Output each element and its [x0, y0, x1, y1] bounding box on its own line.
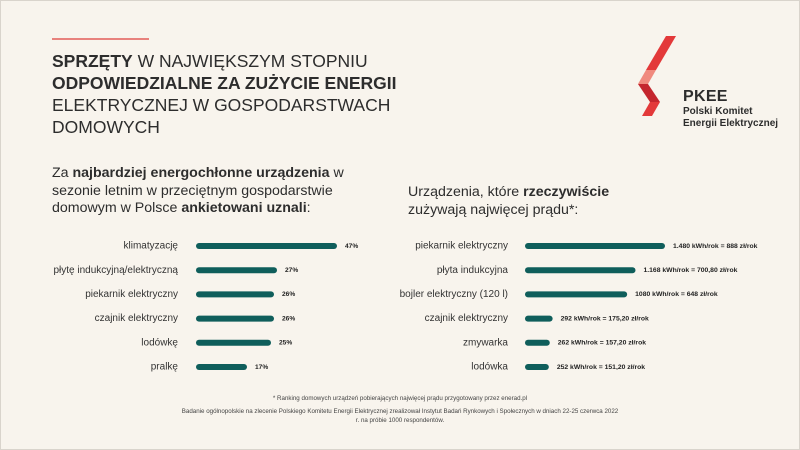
bar [525, 243, 665, 249]
category-label: płytę indukcyjną/elektryczną [53, 265, 178, 276]
category-label: płyta indukcyjna [437, 265, 509, 276]
category-label: pralkę [151, 362, 179, 373]
category-label: klimatyzację [124, 241, 179, 252]
left-sub-bold-1: najbardziej energochłonne urządzenia [72, 165, 330, 181]
value-label: 292 kWh/rok = 175,20 zł/rok [561, 315, 649, 322]
chart-actual: piekarnik elektryczny 1.480 kWh/rok = 888… [400, 241, 758, 373]
category-label: piekarnik elektryczny [415, 241, 508, 252]
left-sub-text-2: w sezonie letnim w przeciętnym gospodars… [52, 165, 344, 216]
bar [196, 243, 337, 249]
value-label: 17% [255, 364, 268, 371]
category-label: piekarnik elektryczny [85, 289, 178, 300]
left-sub-text-1: Za [52, 165, 73, 181]
footnote-survey-info: Badanie ogólnopolskie na zlecenie Polski… [181, 408, 619, 424]
logo-subtitle-line2: Energii Elektrycznej [683, 117, 779, 129]
value-label: 262 kWh/rok = 157,20 zł/rok [558, 340, 646, 347]
right-sub-bold-1: rzeczywiście [523, 184, 610, 200]
value-label: 47% [345, 243, 358, 250]
value-label: 1.480 kWh/rok = 888 zł/rok [673, 243, 758, 250]
pkee-logo-icon [638, 36, 676, 116]
logo-subtitle-line1: Polski Komitet [683, 106, 753, 117]
bar [196, 339, 271, 346]
value-label: 26% [282, 315, 295, 322]
bar [196, 291, 274, 298]
accent-line [52, 38, 149, 40]
value-label: 1.168 kWh/rok = 700,80 zł/rok [643, 267, 737, 274]
category-label: zmywarka [463, 337, 508, 348]
logo-text: PKEE Polski Komitet Energii Elektrycznej [683, 88, 778, 129]
page-title: SPRZĘTY W NAJWIĘKSZYM STOPNIU ODPOWIEDZI… [52, 50, 412, 138]
title-bold-2: ODPOWIEDZIALNE ZA ZUŻYCIE ENERGII [52, 73, 397, 93]
bar [196, 267, 277, 274]
category-label: lodówkę [141, 337, 178, 348]
bar [196, 315, 274, 322]
right-chart-subtitle: Urządzenia, które rzeczywiście zużywają … [408, 184, 668, 219]
bar [196, 364, 247, 370]
category-label: czajnik elektryczny [95, 313, 178, 324]
category-label: bojler elektryczny (120 l) [400, 289, 508, 300]
right-sub-text-2: zużywają najwięcej prądu*: [408, 201, 579, 218]
category-label: czajnik elektryczny [425, 313, 508, 324]
title-text-2: ELEKTRYCZNEJ W GOSPODARSTWACH DOMOWYCH [52, 95, 391, 137]
title-text-1: W NAJWIĘKSZYM STOPNIU [132, 51, 368, 71]
bar [525, 315, 553, 322]
footnote: * Ranking domowych urządzeń pobierającyc… [180, 394, 620, 425]
value-label: 25% [279, 340, 292, 347]
bar [525, 291, 628, 298]
chart-perceived: klimatyzację 47% płytę indukcyjną/elektryc… [53, 241, 358, 373]
logo-title: PKEE [683, 88, 728, 105]
footnote-source: * Ranking domowych urządzeń pobierającyc… [272, 395, 528, 402]
bar [525, 364, 549, 370]
title-bold-1: SPRZĘTY [52, 51, 133, 71]
left-sub-bold-2: ankietowani uznali [181, 200, 307, 216]
category-label: lodówka [471, 362, 508, 373]
left-sub-text-3: : [306, 200, 311, 216]
value-label: 1080 kWh/rok = 648 zł/rok [635, 291, 718, 298]
bar [525, 267, 636, 274]
value-label: 252 kWh/rok = 151,20 zł/rok [557, 364, 645, 371]
value-label: 26% [282, 291, 295, 298]
left-chart-subtitle: Za najbardziej energochłonne urządzenia … [52, 165, 382, 218]
value-label: 27% [285, 267, 298, 274]
right-sub-text-1: Urządzenia, które [408, 184, 524, 200]
bar [525, 339, 550, 346]
